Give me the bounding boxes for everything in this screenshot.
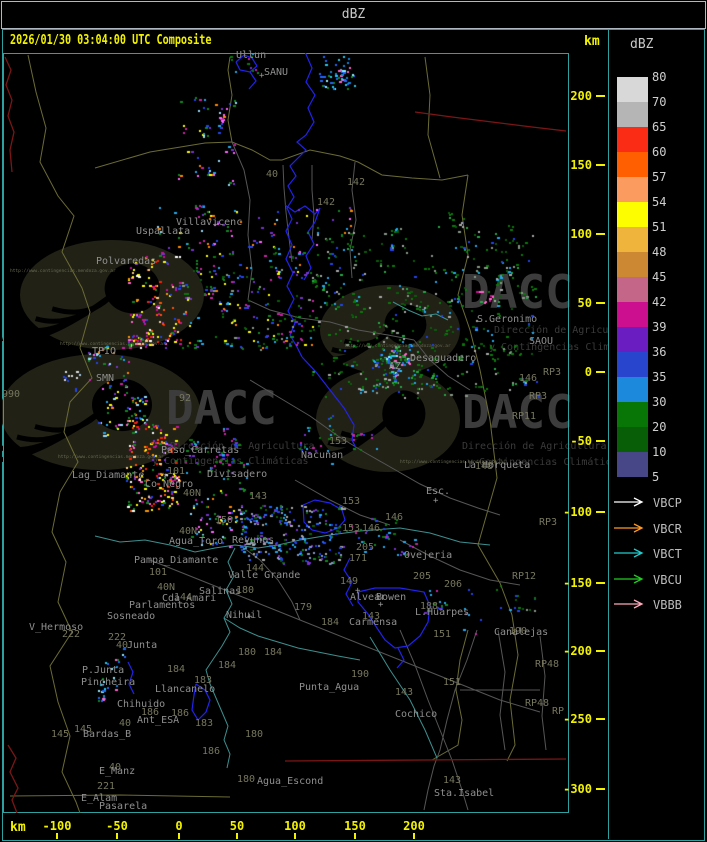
right-axis-tick-label: -250 [563,712,592,726]
dbz-scale-value: 36 [652,345,667,359]
bottom-axis-tick-label: -100 [42,819,72,833]
dbz-scale-value: 70 [652,95,667,109]
dbz-scale-value: 30 [652,395,667,409]
dbz-color-block [617,352,648,377]
dbz-scale-value: 5 [652,470,660,484]
dbz-color-block [617,227,648,252]
vector-arrow-icon [614,497,644,507]
dbz-scale-value: 54 [652,195,667,209]
vector-label: VBCT [653,547,682,561]
colorscale-title: dBZ [630,37,654,52]
dbz-color-block [617,152,648,177]
right-axis-tick-label: -200 [563,644,592,658]
dbz-scale-value: 45 [652,270,667,284]
bottom-axis-tick [56,833,58,839]
dbz-color-block [617,127,648,152]
right-axis-tick-label: 150 [570,158,592,172]
vector-label: VBCR [653,522,682,536]
dbz-color-block [617,177,648,202]
right-axis-tick-label: 200 [570,89,592,103]
radar-echo-layer [3,53,569,813]
right-axis-tick [596,440,605,442]
right-axis-tick-label: 0 [584,365,592,379]
dbz-color-block [617,327,648,352]
dbz-scale-value: 60 [652,145,667,159]
dbz-scale-value: 80 [652,70,667,84]
right-axis-tick [596,302,605,304]
page-title: dBZ [341,7,366,22]
bottom-axis-tick-label: 200 [403,819,425,833]
vector-arrow-icon [614,574,644,584]
dbz-scale-value: 48 [652,245,667,259]
bottom-axis-tick-label: 50 [229,819,245,833]
vector-label: VBCU [653,573,682,587]
dbz-color-block [617,427,648,452]
dbz-scale-value: 51 [652,220,667,234]
dbz-scale-value: 57 [652,170,667,184]
dbz-scale-value: 10 [652,445,667,459]
right-axis-tick [596,233,605,235]
right-axis-tick-label: -300 [563,782,592,796]
bottom-axis-tick-label: -50 [106,819,128,833]
dbz-color-block [617,277,648,302]
bottom-axis-tick [236,833,238,839]
panel-divider [608,29,609,839]
bottom-axis-tick [413,833,415,839]
bottom-axis-tick [116,833,118,839]
dbz-color-block [617,252,648,277]
dbz-scale-value: 42 [652,295,667,309]
right-axis-tick-label: 100 [570,227,592,241]
bottom-axis-tick-label: 100 [284,819,306,833]
dbz-scale-value: 35 [652,370,667,384]
right-axis-tick [596,788,605,790]
right-axis-tick [596,164,605,166]
dbz-color-block [617,302,648,327]
right-axis-tick-label: -100 [563,505,592,519]
dbz-color-block [617,452,648,477]
right-axis-tick [596,511,605,513]
right-axis-tick-label: 50 [577,296,592,310]
vector-arrow-icon [614,523,644,533]
right-axis-unit: km [584,34,600,49]
bottom-axis-tick [354,833,356,839]
title-bar: dBZ [1,1,706,29]
dbz-color-block [617,202,648,227]
dbz-scale-value: 65 [652,120,667,134]
bottom-axis-tick-label: 150 [344,819,366,833]
bottom-axis-tick [294,833,296,839]
dbz-scale-value: 20 [652,420,667,434]
bottom-axis-tick-label: 0 [175,819,183,833]
right-axis-tick-label: -150 [563,576,592,590]
dbz-color-block [617,377,648,402]
dbz-color-block [617,402,648,427]
vector-arrow-icon [614,599,644,609]
dbz-color-block [617,77,648,102]
timestamp: 2026/01/30 03:04:00 UTC Composite [10,33,212,48]
right-axis-tick [596,582,605,584]
right-axis-tick [596,718,605,720]
right-axis-tick [596,371,605,373]
right-axis-tick-label: -50 [570,434,592,448]
bottom-axis-unit: km [10,820,26,835]
vector-label: VBBB [653,598,682,612]
dbz-scale-value: 39 [652,320,667,334]
right-axis-tick [596,650,605,652]
bottom-axis-tick [178,833,180,839]
right-axis-tick [596,95,605,97]
vector-label: VBCP [653,496,682,510]
dbz-color-block [617,102,648,127]
vector-arrow-icon [614,548,644,558]
